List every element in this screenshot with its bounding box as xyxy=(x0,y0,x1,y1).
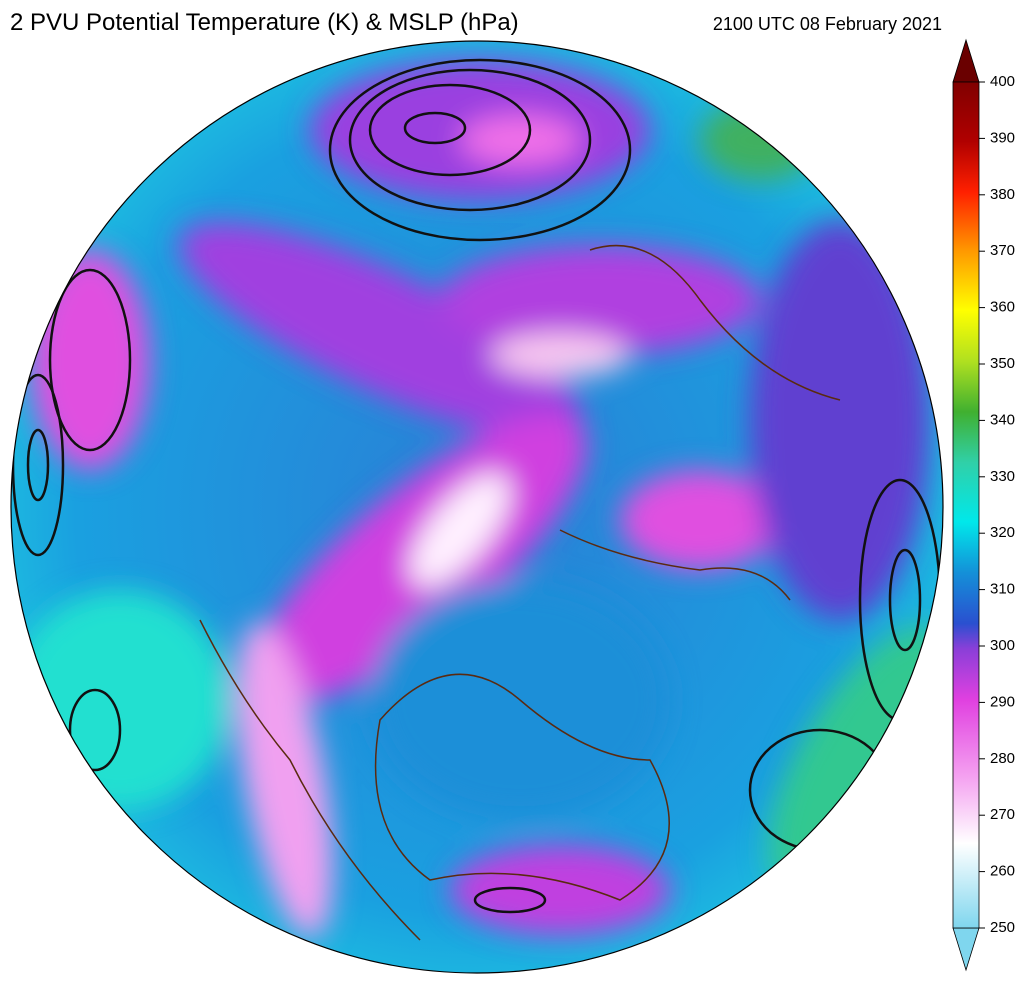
colorbar-tick-label: 350 xyxy=(990,355,1015,372)
map-border xyxy=(10,40,944,974)
map-disk xyxy=(11,41,943,973)
colorbar: 250 260 270 280 290 300 310 320 330 340 350 360 370 3… xyxy=(952,38,1015,972)
colorbar-extend-min xyxy=(952,927,980,972)
colorbar-tick-label: 310 xyxy=(990,581,1015,598)
colorbar-tick-label: 330 xyxy=(990,468,1015,485)
colorbar-tick-label: 340 xyxy=(990,411,1015,428)
colorbar-tick-label: 300 xyxy=(990,637,1015,654)
colorbar-tick-label: 250 xyxy=(990,919,1015,936)
colorbar-tick-label: 360 xyxy=(990,299,1015,316)
map-title: 2 PVU Potential Temperature (K) & MSLP (… xyxy=(10,9,519,36)
map-time: 2100 UTC 08 February 2021 xyxy=(713,14,942,34)
colorbar-tick-label: 320 xyxy=(990,524,1015,541)
colorbar-tick-label: 290 xyxy=(990,693,1015,710)
colorbar-tick-label: 380 xyxy=(990,186,1015,203)
colorbar-tick-label: 400 xyxy=(990,73,1015,90)
colorbar-tick-label: 280 xyxy=(990,750,1015,767)
colorbar-tick-label: 370 xyxy=(990,242,1015,259)
colorbar-body xyxy=(952,81,980,929)
colorbar-tick-label: 260 xyxy=(990,863,1015,880)
colorbar-tick-label: 270 xyxy=(990,806,1015,823)
colorbar-tick-label: 390 xyxy=(990,129,1015,146)
colorbar-extend-max xyxy=(952,38,980,83)
